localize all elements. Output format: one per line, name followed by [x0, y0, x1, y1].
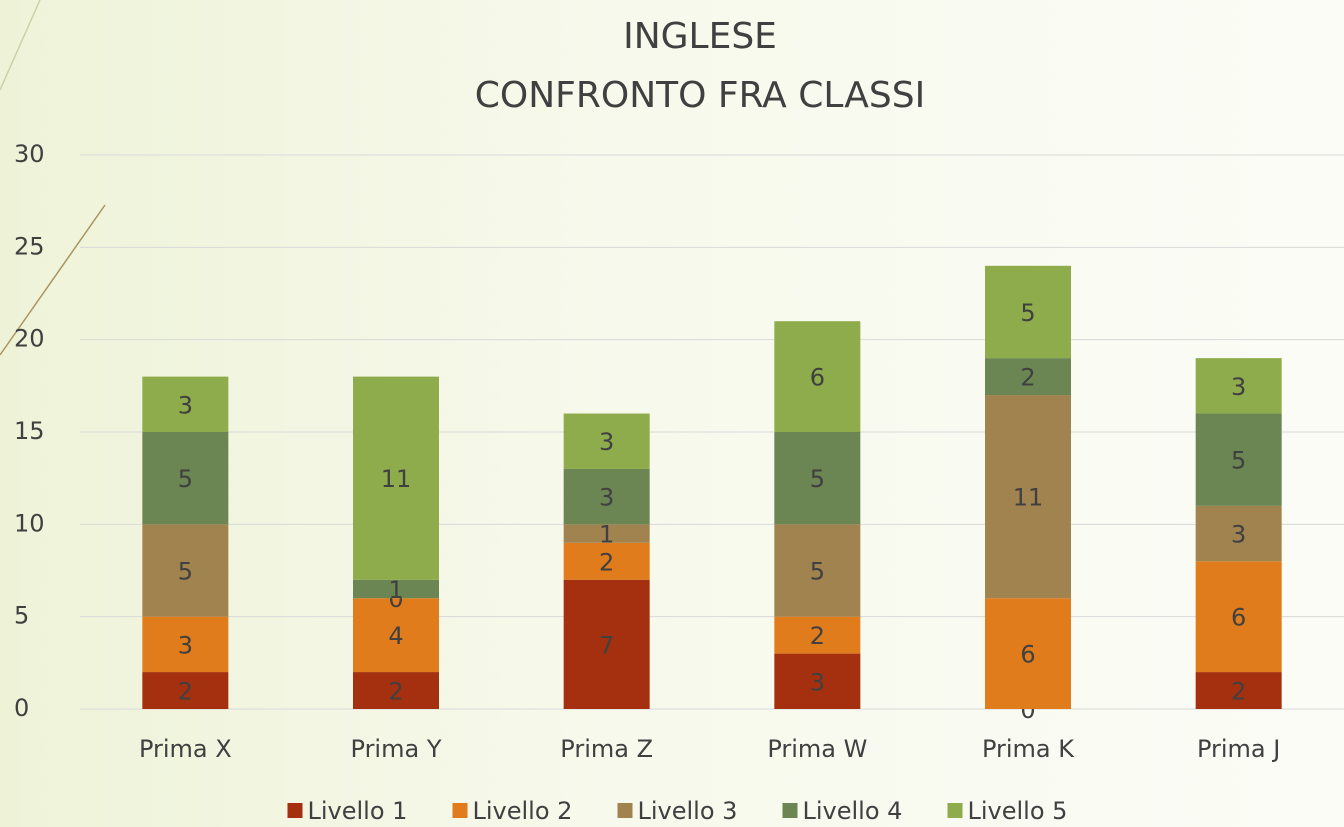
bar-segment: [353, 376, 439, 580]
data-label: 2: [178, 678, 193, 706]
bar-segment: [774, 321, 861, 432]
data-label: 5: [178, 558, 193, 586]
data-label: 2: [1231, 678, 1246, 706]
data-label: 2: [599, 548, 614, 576]
data-label: 5: [1231, 447, 1246, 475]
bar-segment: [563, 468, 650, 525]
data-label: 5: [810, 558, 825, 586]
legend-label: Livello 2: [473, 797, 573, 825]
x-tick-label: Prima J: [1197, 735, 1280, 763]
data-label: 3: [178, 631, 193, 659]
decoration: [0, 204, 106, 356]
bar-segment: [985, 265, 1071, 359]
bar-segment: [1195, 561, 1282, 673]
data-label: 6: [1231, 604, 1246, 632]
y-tick-label: 25: [14, 232, 45, 260]
data-label: 2: [388, 678, 403, 706]
legend-label: Livello 1: [308, 797, 408, 825]
legend-swatch: [617, 803, 633, 818]
data-label: 11: [1013, 484, 1044, 512]
bar-segment: [985, 598, 1071, 709]
y-tick-label: 10: [14, 509, 45, 537]
y-tick-label: 20: [14, 325, 45, 353]
bar-segment: [774, 616, 861, 654]
bar-segment: [1195, 505, 1282, 562]
data-label: 3: [599, 484, 614, 512]
data-label: 5: [178, 465, 193, 493]
x-tick-label: Prima X: [139, 735, 232, 763]
bar-segment: [353, 598, 439, 673]
chart-title: CONFRONTO FRA CLASSI: [475, 75, 925, 116]
data-label: 1: [388, 576, 403, 604]
y-tick-label: 5: [14, 602, 29, 630]
bar-segment: [774, 432, 861, 525]
legend-label: Livello 5: [968, 797, 1068, 825]
bar-segment: [985, 395, 1071, 599]
bar-segment: [142, 432, 229, 525]
data-label: 2: [1020, 364, 1035, 392]
y-tick-label: 30: [14, 140, 45, 168]
bar-segment: [563, 542, 650, 580]
chart-title: INGLESE: [623, 16, 777, 57]
bar-segment: [142, 376, 229, 432]
x-tick-label: Prima Y: [351, 735, 442, 763]
bar-segment: [563, 579, 650, 709]
bar-segment: [142, 524, 229, 617]
bar-segment: [563, 413, 650, 469]
data-label: 11: [381, 465, 412, 493]
bar-segment: [1195, 413, 1282, 506]
data-label: 6: [810, 364, 825, 392]
bar-segment: [1195, 672, 1282, 709]
bar-segment: [985, 358, 1071, 396]
legend-swatch: [947, 803, 963, 818]
legend-swatch: [782, 803, 798, 818]
data-label: 6: [1020, 641, 1035, 669]
data-label: 7: [599, 631, 614, 659]
data-label: 3: [810, 668, 825, 696]
data-label: 3: [1231, 373, 1246, 401]
y-tick-label: 0: [14, 694, 29, 722]
data-label: 2: [810, 622, 825, 650]
legend-label: Livello 4: [803, 797, 903, 825]
bar-segment: [353, 672, 439, 709]
data-label: 5: [810, 465, 825, 493]
bar-segment: [142, 616, 229, 673]
x-tick-label: Prima W: [767, 735, 867, 763]
legend-swatch: [452, 803, 468, 818]
data-label: 3: [1231, 521, 1246, 549]
data-label: 3: [599, 428, 614, 456]
bar-segment: [142, 672, 229, 709]
data-label: 1: [599, 521, 614, 549]
data-label: 5: [1020, 299, 1035, 327]
legend-label: Livello 3: [638, 797, 738, 825]
x-tick-label: Prima K: [982, 735, 1075, 763]
data-label: 4: [388, 622, 403, 650]
x-tick-label: Prima Z: [560, 735, 653, 763]
bar-segment: [563, 524, 650, 543]
decoration: [0, 0, 41, 91]
bar-segment: [1195, 358, 1282, 414]
y-tick-label: 15: [14, 417, 45, 445]
data-label: 3: [178, 391, 193, 419]
bar-segment: [774, 653, 861, 709]
bar-segment: [353, 579, 439, 599]
legend-swatch: [287, 803, 303, 818]
bar-segment: [774, 524, 861, 617]
